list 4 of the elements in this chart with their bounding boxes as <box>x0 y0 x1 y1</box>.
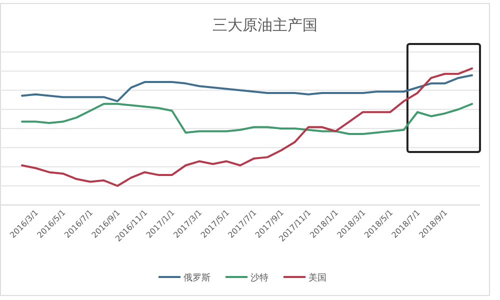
legend-label: 俄罗斯 <box>184 272 210 284</box>
chart-title: 三大原油主产国 <box>212 16 318 34</box>
legend-label: 美国 <box>308 272 326 284</box>
legend-label: 沙特 <box>250 272 268 284</box>
